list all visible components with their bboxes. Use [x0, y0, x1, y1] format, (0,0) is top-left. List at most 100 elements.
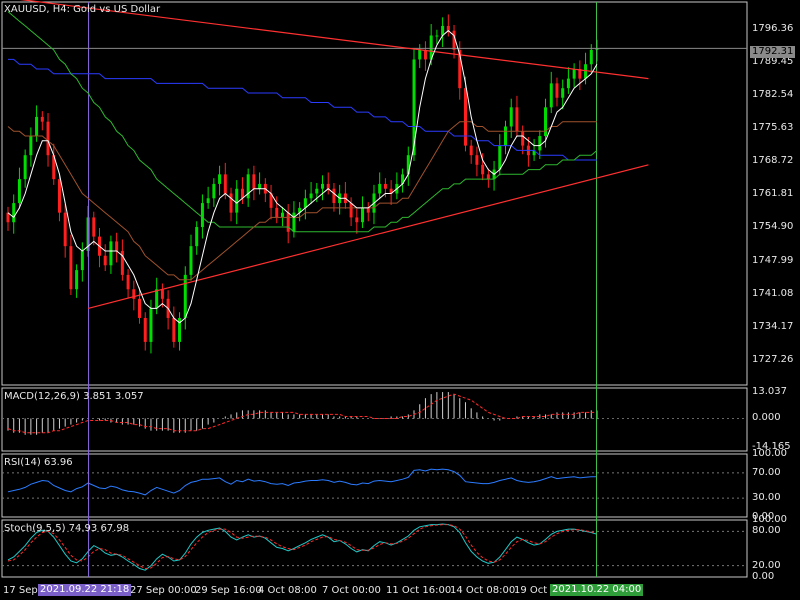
- candle-body: [366, 207, 370, 213]
- candle-body: [441, 25, 445, 36]
- rsi-line: [7, 468, 597, 496]
- candle: [338, 184, 342, 215]
- candle: [286, 204, 290, 244]
- candle: [275, 196, 279, 224]
- candle-body: [303, 198, 307, 208]
- candle: [132, 280, 136, 311]
- candle: [378, 172, 382, 200]
- stoch-tick-label: 100.00: [752, 514, 787, 525]
- candle: [280, 206, 284, 227]
- candle-body: [269, 193, 273, 208]
- candle: [120, 239, 124, 281]
- price-tick-label: 1754.90: [752, 221, 794, 233]
- candle-body: [23, 155, 27, 180]
- candle: [418, 44, 422, 69]
- candle-body: [584, 64, 588, 79]
- chart-title: XAUUSD, H4: Gold vs US Dollar: [4, 4, 161, 15]
- candle: [492, 160, 496, 191]
- candle-body: [149, 308, 153, 342]
- candle: [17, 167, 21, 209]
- candle: [80, 242, 84, 282]
- rsi-label: RSI(14) 63.96: [4, 457, 73, 468]
- candle: [212, 178, 216, 207]
- candle-body: [200, 203, 204, 228]
- candle: [412, 47, 416, 161]
- candle-body: [509, 107, 513, 127]
- candle: [75, 264, 79, 298]
- candle: [498, 134, 502, 176]
- candle: [258, 172, 262, 195]
- candle: [6, 206, 10, 231]
- candle: [475, 146, 479, 177]
- candle-body: [223, 174, 227, 194]
- candle-body: [309, 193, 313, 199]
- candle-body: [504, 126, 508, 146]
- candle-body: [361, 207, 365, 223]
- price-tick-label: 1747.99: [752, 254, 794, 266]
- candle: [504, 120, 508, 155]
- candle-body: [286, 212, 290, 232]
- rsi-tick-label: 30.00: [752, 492, 781, 504]
- candle: [172, 306, 176, 348]
- candle: [218, 165, 222, 196]
- candle-body: [178, 317, 182, 342]
- candle-body: [292, 212, 296, 232]
- candle-body: [406, 155, 410, 175]
- candle-body: [275, 207, 279, 218]
- candle-body: [486, 174, 490, 180]
- rsi-panel-frame: [1, 453, 748, 518]
- time-tick-label: 14 Oct 08:00: [450, 585, 516, 596]
- rsi-tick-label: 100.00: [752, 448, 787, 459]
- candle-body: [40, 116, 44, 122]
- ma-green-line: [7, 11, 598, 233]
- candle: [69, 234, 73, 295]
- candle: [481, 153, 485, 181]
- time-tick-label: 27 Sep 00:00: [130, 585, 197, 596]
- candle-body: [532, 150, 536, 156]
- candle: [469, 139, 473, 164]
- candle: [589, 44, 593, 73]
- candle: [40, 111, 44, 131]
- candle: [566, 67, 570, 94]
- time-tick-label: 29 Sep 16:00: [195, 585, 262, 596]
- candle: [321, 175, 325, 201]
- trendline-0: [19, 0, 649, 80]
- stoch-tick-label: 20.00: [752, 559, 781, 571]
- candle: [303, 189, 307, 220]
- candle: [103, 244, 107, 272]
- candle-body: [475, 155, 479, 165]
- candle-body: [17, 179, 21, 204]
- candle-body: [383, 183, 387, 189]
- candle: [509, 98, 513, 138]
- candle: [298, 202, 302, 222]
- candle-body: [412, 59, 416, 156]
- candle-body: [172, 317, 176, 342]
- candle-body: [69, 246, 73, 290]
- candle-body: [12, 203, 16, 223]
- price-tick-label: 1768.72: [752, 155, 794, 167]
- candle-body: [481, 164, 485, 175]
- candle: [115, 232, 119, 263]
- candle: [229, 187, 233, 222]
- candle: [349, 197, 353, 227]
- candle-body: [515, 107, 519, 132]
- candle: [63, 204, 67, 258]
- candle: [269, 184, 273, 220]
- macd-tick-label: 13.037: [752, 385, 787, 397]
- candle: [423, 41, 427, 71]
- candle: [538, 130, 542, 160]
- candle-body: [246, 174, 250, 199]
- candle-body: [298, 207, 302, 213]
- candle-body: [75, 270, 79, 290]
- candle: [486, 168, 490, 188]
- candle-body: [258, 183, 262, 189]
- ma-brown-line: [7, 121, 597, 281]
- candle-body: [6, 212, 10, 223]
- candle: [578, 60, 582, 91]
- stoch-panel-frame: [1, 519, 748, 578]
- candle: [463, 76, 467, 152]
- candle: [401, 168, 405, 193]
- candle: [240, 177, 244, 205]
- candle: [441, 17, 445, 48]
